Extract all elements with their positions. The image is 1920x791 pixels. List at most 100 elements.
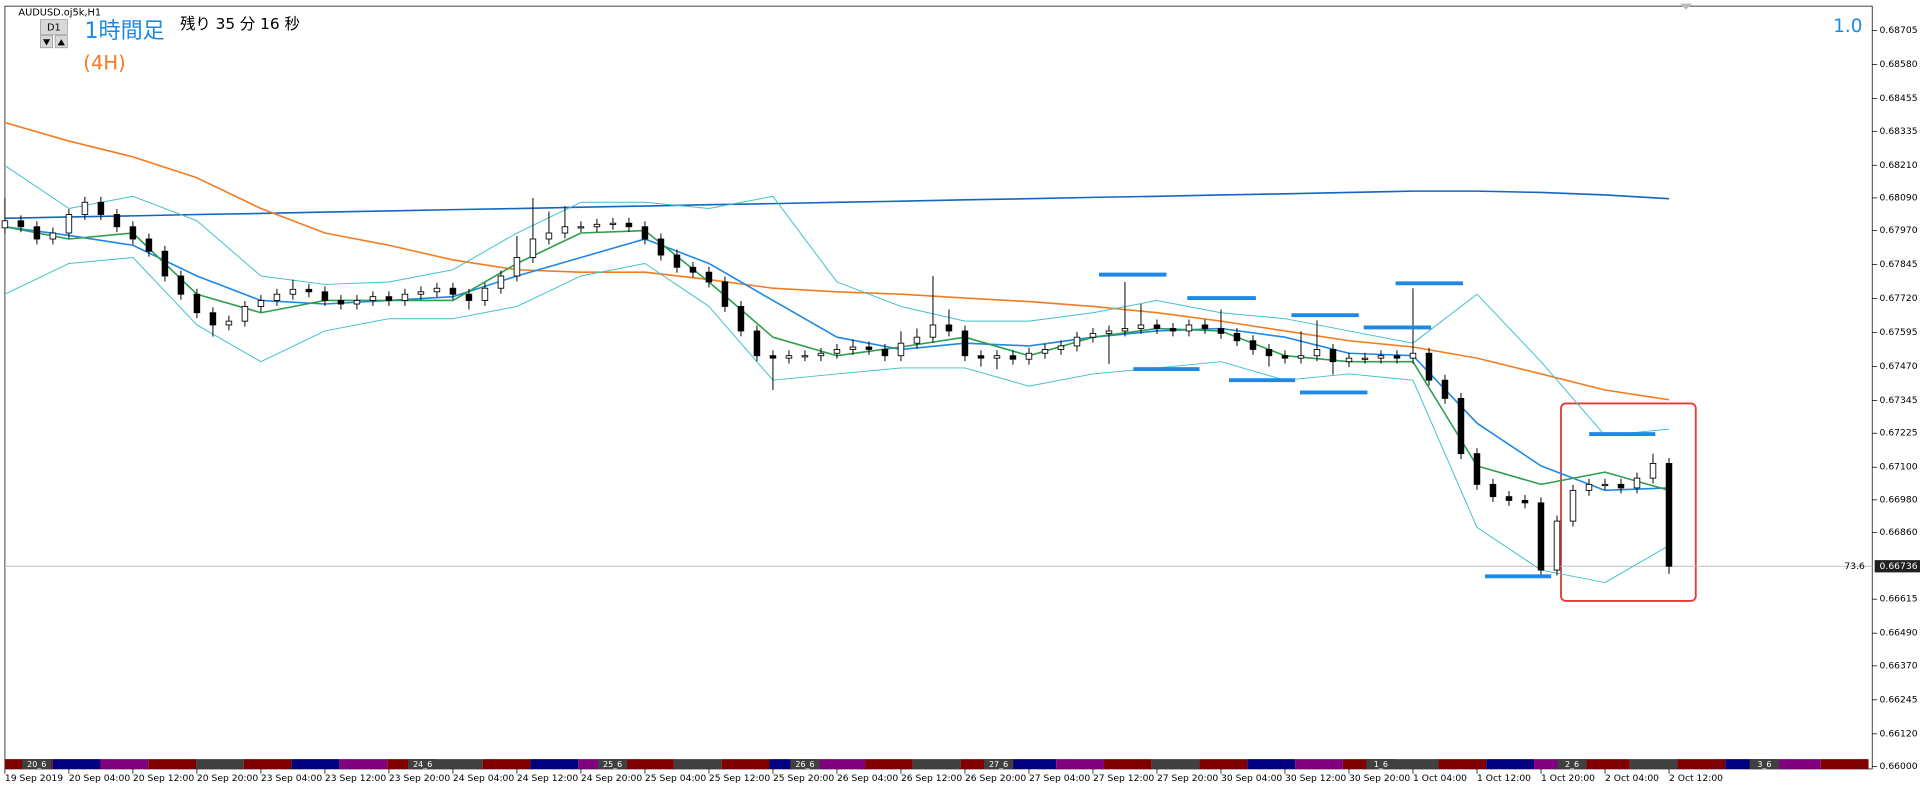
- x-tick-label: 26 Sep 20:00: [965, 773, 1026, 784]
- candle-body: [753, 330, 761, 357]
- candle-body: [593, 223, 601, 228]
- candle-body: [1569, 489, 1577, 522]
- candle-body: [529, 238, 537, 258]
- candle-body: [1073, 336, 1081, 347]
- candle-body: [497, 275, 505, 289]
- session-strip: [1151, 759, 1200, 769]
- y-tick-label: 0.68335: [1880, 126, 1918, 137]
- candle-body: [1393, 355, 1401, 359]
- x-tick-label: 20 Sep 04:00: [69, 773, 130, 784]
- candle-body: [1329, 349, 1337, 363]
- y-tick-label: 0.68210: [1880, 160, 1918, 171]
- candle-body: [1617, 483, 1625, 489]
- x-tick-label: 1 Oct 20:00: [1541, 773, 1595, 784]
- x-tick-label: 23 Sep 12:00: [325, 773, 386, 784]
- candle-body: [1121, 328, 1129, 332]
- price-marker-label: 73.6: [1844, 561, 1865, 572]
- session-label: 1_6: [1374, 760, 1388, 769]
- session-label-bg: [1557, 759, 1587, 769]
- x-tick-label: 27 Sep 12:00: [1093, 773, 1154, 784]
- candle-body: [1217, 328, 1225, 334]
- candle-body: [1265, 349, 1273, 357]
- candle-body: [513, 257, 521, 277]
- indicator-line: [4, 257, 1670, 584]
- candle-body: [801, 355, 809, 358]
- candle-body: [961, 330, 969, 357]
- x-tick-label: 24 Sep 12:00: [517, 773, 578, 784]
- x-tick-label: 25 Sep 20:00: [773, 773, 834, 784]
- candle-body: [1, 220, 9, 229]
- candle-body: [641, 226, 649, 240]
- indicator-line: [4, 190, 1670, 220]
- candle-body: [433, 287, 441, 293]
- candle-body: [177, 275, 185, 295]
- session-strip: [52, 759, 101, 769]
- indicator-line: [4, 121, 1670, 401]
- session-label: 27_6: [989, 760, 1008, 769]
- candle-body: [1505, 496, 1513, 501]
- session-label: 2_6: [1565, 760, 1579, 769]
- y-tick-label: 0.67595: [1880, 327, 1918, 338]
- session-strip: [865, 759, 913, 769]
- candle-body: [705, 271, 713, 283]
- session-strip: [1772, 759, 1821, 769]
- candle-body: [609, 222, 617, 225]
- session-label: 24_6: [413, 760, 432, 769]
- x-tick-label: 30 Sep 12:00: [1285, 773, 1346, 784]
- candle-body: [1169, 328, 1177, 332]
- y-tick-label: 0.66615: [1880, 594, 1918, 605]
- session-strip: [673, 759, 722, 769]
- candle-body: [849, 346, 857, 350]
- x-tick-label: 20 Sep 20:00: [197, 773, 258, 784]
- timeframe-button[interactable]: [40, 19, 68, 35]
- candle-body: [65, 214, 73, 234]
- candle-body: [1441, 379, 1449, 399]
- session-strip: [1199, 759, 1248, 769]
- x-tick-label: 30 Sep 20:00: [1349, 773, 1410, 784]
- session-strip: [1725, 759, 1773, 769]
- y-tick-label: 0.66120: [1880, 728, 1918, 739]
- session-strip: [626, 759, 674, 769]
- session-label-bg: [1366, 759, 1396, 769]
- candle-body: [689, 266, 697, 273]
- session-strip: [291, 759, 340, 769]
- session-strip: [1629, 759, 1678, 769]
- candle-body: [1025, 352, 1033, 360]
- session-label-bg: [1749, 759, 1780, 769]
- y-tick-label: 0.68455: [1880, 93, 1918, 104]
- arrow-up-icon: [57, 39, 65, 46]
- candle-body: [401, 293, 409, 301]
- candle-body: [225, 320, 233, 326]
- session-label-bg: [790, 759, 820, 769]
- timeframe-button-label[interactable]: D1: [47, 23, 61, 34]
- candle-body: [353, 300, 361, 305]
- candle-body: [417, 291, 425, 295]
- x-tick-label: 1 Oct 04:00: [1413, 773, 1467, 784]
- candle-body: [1057, 345, 1065, 350]
- candle-body: [209, 312, 217, 326]
- candle-body: [1633, 477, 1641, 489]
- candle-body: [865, 346, 873, 350]
- candle-body: [881, 349, 889, 357]
- candle-body: [1377, 355, 1385, 359]
- y-tick-label: 0.66370: [1880, 660, 1918, 671]
- candle-body: [721, 281, 729, 307]
- candle-body: [481, 287, 489, 301]
- candle-body: [49, 232, 57, 240]
- candle-body: [1105, 330, 1113, 334]
- candle-body: [321, 291, 329, 301]
- y-tick-label: 0.67845: [1880, 259, 1918, 270]
- candle-body: [1153, 324, 1161, 329]
- session-strip: [1581, 759, 1630, 769]
- session-strip: [196, 759, 244, 769]
- bar-countdown: 残り 35 分 16 秒: [180, 15, 300, 33]
- candle-body: [945, 324, 953, 332]
- candle-body: [1345, 357, 1353, 363]
- candle-body: [33, 226, 41, 240]
- x-tick-label: 23 Sep 20:00: [389, 773, 450, 784]
- session-strip: [1438, 759, 1487, 769]
- session-strip: [1390, 759, 1439, 769]
- y-tick-label: 0.67100: [1880, 462, 1918, 473]
- candle-body: [929, 324, 937, 338]
